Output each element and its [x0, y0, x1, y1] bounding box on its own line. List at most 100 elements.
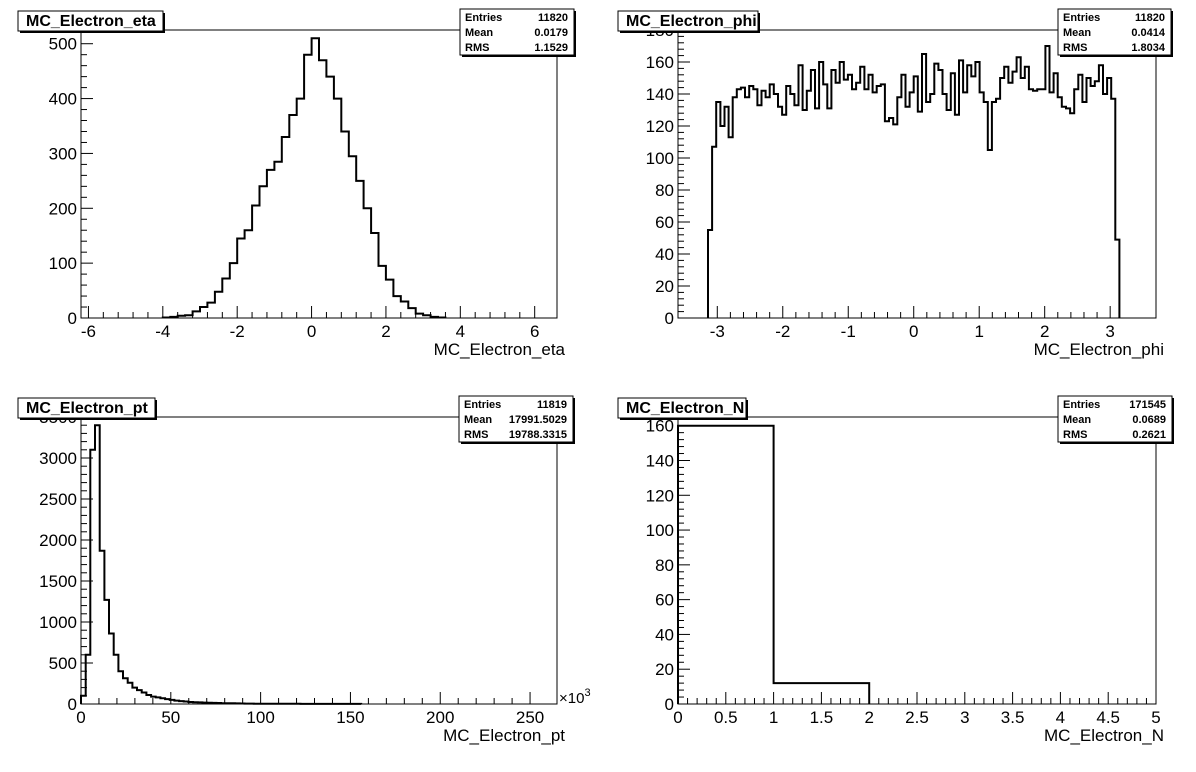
histogram-bin: [885, 121, 889, 318]
histogram-bin: [401, 302, 408, 319]
x-tick-label: 250: [516, 708, 544, 727]
histogram-bin: [1058, 97, 1062, 318]
stats-label-entries: Entries: [464, 399, 501, 411]
x-tick-label: 2: [381, 322, 390, 341]
histogram-line: [80, 424, 363, 705]
histogram-bin: [1017, 57, 1021, 318]
chart-title: MC_Electron_N: [626, 400, 744, 417]
histogram-bin: [757, 105, 761, 318]
stats-label-rms: RMS: [464, 429, 488, 441]
histogram-bin: [848, 75, 852, 318]
stats-value-rms: 1.8034: [1131, 42, 1166, 54]
y-tick-label: 100: [646, 149, 674, 168]
histogram-bin: [1074, 89, 1078, 318]
x-tick-label: 0.5: [714, 708, 738, 727]
histogram-bin: [207, 303, 214, 318]
stats-value-rms: 19788.3315: [509, 429, 567, 441]
histogram-bin: [1062, 107, 1066, 318]
histogram-bin: [364, 208, 371, 318]
histogram-bin: [794, 105, 798, 318]
stats-value-entries: 11820: [1135, 12, 1165, 24]
y-tick-label: 0: [68, 695, 77, 714]
histogram-bin: [1008, 83, 1012, 318]
stats-label-entries: Entries: [1063, 399, 1100, 411]
histogram-bin: [914, 76, 918, 318]
plot-frame: [80, 416, 558, 705]
stats-label-rms: RMS: [465, 42, 489, 54]
histogram-bin: [334, 99, 341, 318]
histogram-bin: [1004, 67, 1008, 318]
histogram-bin: [803, 110, 807, 318]
histogram-bin: [938, 70, 942, 318]
y-tick-label: 80: [655, 181, 674, 200]
y-tick-label: 40: [655, 625, 674, 644]
stats-label-rms: RMS: [1063, 429, 1087, 441]
x-tick-label: 6: [530, 322, 539, 341]
x-tick-label: 1: [769, 708, 778, 727]
histogram-bin: [1013, 72, 1017, 318]
y-tick-label: 120: [646, 117, 674, 136]
histogram-bin: [749, 86, 753, 318]
histogram-bin: [1066, 108, 1070, 318]
histogram-bin: [980, 92, 984, 318]
histogram-bin: [774, 94, 778, 318]
y-tick-label: 140: [646, 85, 674, 104]
histogram-bin: [790, 94, 794, 318]
histogram-bin: [267, 170, 274, 318]
histogram-bin: [1029, 89, 1033, 318]
x-axis-exponent-base: ×10: [559, 690, 584, 707]
y-tick-label: 60: [655, 591, 674, 610]
stats-value-mean: 0.0179: [534, 27, 568, 39]
stats-value-entries: 11820: [538, 12, 568, 24]
y-tick-label: 60: [655, 213, 674, 232]
histogram-bin: [729, 137, 733, 318]
x-axis-title: MC_Electron_N: [1044, 726, 1164, 745]
x-axis-exponent: ×103: [559, 687, 591, 707]
x-axis-title: MC_Electron_phi: [1034, 340, 1164, 359]
x-tick-label: 1.5: [810, 708, 834, 727]
x-tick-label: -2: [775, 322, 790, 341]
x-tick-label: 1: [974, 322, 983, 341]
histogram-bin: [840, 62, 844, 318]
histogram-bin: [1103, 94, 1107, 318]
x-tick-label: 50: [161, 708, 180, 727]
y-tick-label: 80: [655, 556, 674, 575]
histogram-bin: [720, 126, 724, 318]
histogram-bin: [836, 83, 840, 318]
histogram-bin: [260, 186, 267, 318]
histogram-bin: [889, 118, 893, 318]
y-tick-label: 1500: [39, 572, 77, 591]
histogram-bin: [1021, 78, 1025, 318]
histogram-bin: [918, 112, 922, 318]
histogram-bin: [1107, 78, 1111, 318]
chart-title: MC_Electron_eta: [26, 13, 156, 30]
histogram-bin: [930, 94, 934, 318]
x-tick-label: 2: [864, 708, 873, 727]
x-tick-label: -6: [81, 322, 96, 341]
histogram-bin: [864, 89, 868, 318]
histogram-bin: [856, 83, 860, 318]
pad-2: 0500100015002000250030003500050100150200…: [17, 395, 591, 745]
histogram-bin: [975, 62, 979, 318]
histogram-bin: [926, 102, 930, 318]
x-axis-title: MC_Electron_eta: [434, 340, 566, 359]
x-axis-title: MC_Electron_pt: [443, 726, 565, 745]
histogram-bin: [222, 279, 229, 319]
histogram-bin: [386, 280, 393, 318]
x-tick-label: 3: [1105, 322, 1114, 341]
histogram-bin: [988, 150, 992, 318]
histogram-bin: [230, 263, 237, 318]
stats-label-mean: Mean: [1063, 414, 1091, 426]
histogram-bin: [237, 239, 244, 319]
stats-value-mean: 17991.5029: [509, 414, 567, 426]
plot-frame: [80, 29, 558, 319]
y-tick-label: 40: [655, 245, 674, 264]
histogram-bin: [852, 89, 856, 318]
x-tick-label: -3: [710, 322, 725, 341]
histogram-bin: [873, 92, 877, 318]
histogram-bin: [252, 206, 259, 319]
stats-box: [1057, 395, 1173, 443]
y-tick-label: 3000: [39, 449, 77, 468]
stats-box: [1057, 8, 1172, 56]
